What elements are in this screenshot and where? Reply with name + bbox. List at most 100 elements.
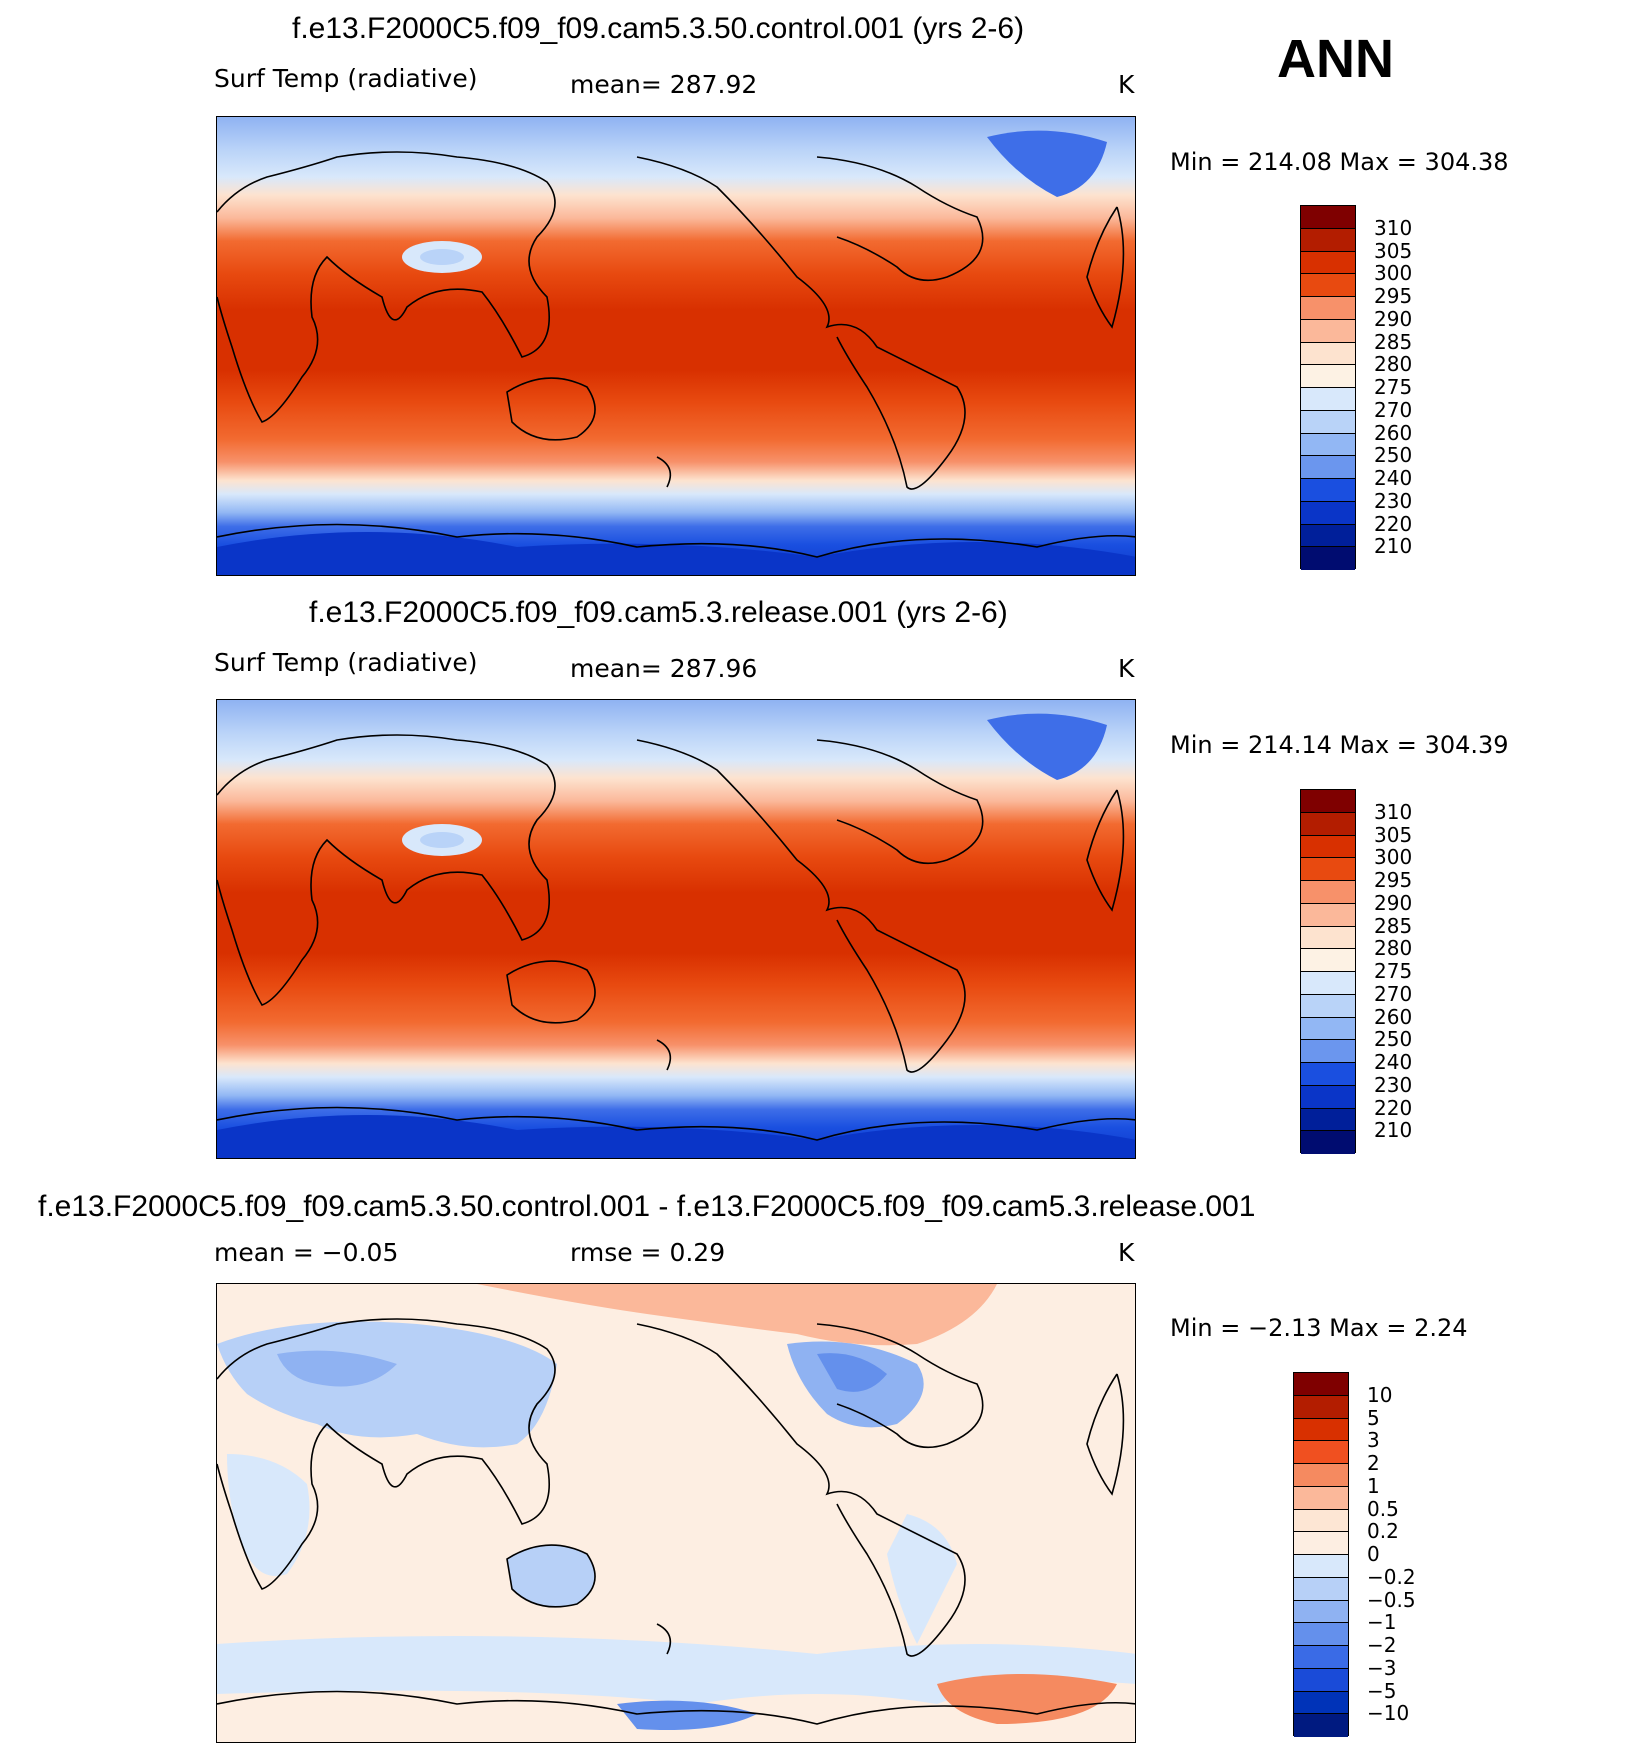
colorbar-tick-label: 260 — [1374, 1004, 1413, 1029]
colorbar-segment — [1294, 1577, 1348, 1601]
panel-2-units: K — [1118, 654, 1135, 683]
colorbar-tick-label: −1 — [1367, 1610, 1397, 1635]
panel-3-units: K — [1118, 1238, 1135, 1267]
colorbar-segment — [1294, 1532, 1348, 1555]
colorbar-tick-label: 260 — [1374, 420, 1413, 445]
panel-2-mean-label: mean= 287.96 — [570, 654, 758, 683]
colorbar-segment — [1294, 1373, 1348, 1396]
colorbar-segment — [1301, 410, 1355, 434]
colorbar-segment — [1294, 1441, 1348, 1464]
colorbar-tick-label: 0.2 — [1367, 1519, 1399, 1544]
colorbar-segment — [1294, 1486, 1348, 1510]
colorbar-tick-label: 240 — [1374, 1050, 1413, 1074]
colorbar-tick-label: 270 — [1374, 397, 1413, 422]
panel-3-mean-label: mean = −0.05 — [214, 1238, 399, 1267]
colorbar-tick-label: 310 — [1374, 799, 1413, 824]
colorbar-tick-label: 290 — [1374, 306, 1413, 331]
colorbar-tick-label: 295 — [1374, 868, 1413, 892]
colorbar-tick-label: −0.5 — [1367, 1587, 1416, 1612]
colorbar-segment — [1301, 433, 1355, 457]
colorbar-segment — [1294, 1418, 1348, 1442]
panel-1-variable-label: Surf Temp (radiative) — [214, 64, 478, 93]
colorbar-segment — [1294, 1509, 1348, 1533]
colorbar-tick-label: 220 — [1374, 511, 1413, 536]
colorbar-segment — [1301, 547, 1355, 570]
colorbar-segment — [1294, 1395, 1348, 1419]
colorbar-segment — [1301, 388, 1355, 411]
colorbar-segment — [1301, 949, 1355, 972]
colorbar-segment — [1301, 456, 1355, 479]
panel-1-title: f.e13.F2000C5.f09_f09.cam5.3.50.control.… — [292, 12, 1025, 45]
panel-3-minmax: Min = −2.13 Max = 2.24 — [1170, 1314, 1468, 1342]
colorbar-tick-label: 1 — [1367, 1473, 1380, 1498]
colorbar-tick-label: 305 — [1374, 822, 1413, 847]
colorbar-tick-label: 300 — [1374, 845, 1413, 870]
colorbar-segment — [1301, 297, 1355, 320]
colorbar-segment — [1301, 1085, 1355, 1109]
colorbar-segment — [1294, 1691, 1348, 1715]
colorbar-segment — [1301, 1131, 1355, 1154]
colorbar-segment — [1301, 994, 1355, 1018]
colorbar-segment — [1301, 206, 1355, 229]
colorbar-segment — [1301, 1063, 1355, 1086]
colorbar-segment — [1301, 251, 1355, 275]
colorbar-tick-label: 275 — [1374, 959, 1413, 983]
colorbar-segment — [1301, 926, 1355, 950]
colorbar-tick-label: 250 — [1374, 443, 1413, 468]
colorbar-tick-label: 300 — [1374, 261, 1413, 286]
colorbar-segment — [1301, 524, 1355, 548]
colorbar-tick-label: 275 — [1374, 375, 1413, 399]
colorbar-tick-label: −10 — [1367, 1701, 1410, 1726]
colorbar-segment — [1301, 365, 1355, 388]
panel-2-title: f.e13.F2000C5.f09_f09.cam5.3.release.001… — [309, 596, 1008, 629]
colorbar-segment — [1301, 972, 1355, 995]
colorbar-segment — [1301, 1040, 1355, 1063]
colorbar-tick-label: 3 — [1367, 1428, 1380, 1453]
colorbar-segment — [1301, 1017, 1355, 1041]
colorbar-segment — [1301, 274, 1355, 297]
colorbar-tick-label: −5 — [1367, 1678, 1397, 1703]
panel-2-variable-label: Surf Temp (radiative) — [214, 648, 478, 677]
colorbar-tick-label: 240 — [1374, 466, 1413, 490]
colorbar-segment — [1301, 319, 1355, 343]
colorbar-tick-label: 230 — [1374, 488, 1413, 513]
colorbar-segment — [1294, 1714, 1348, 1737]
colorbar-tick-label: 280 — [1374, 352, 1413, 377]
colorbar-segment — [1294, 1623, 1348, 1646]
panel-1-units: K — [1118, 70, 1135, 99]
colorbar-tick-label: 280 — [1374, 936, 1413, 961]
panel-3-title: f.e13.F2000C5.f09_f09.cam5.3.50.control.… — [38, 1190, 1256, 1223]
season-label: ANN — [1277, 29, 1394, 89]
colorbar-segment — [1301, 858, 1355, 881]
panel-3-colorbar — [1293, 1372, 1349, 1737]
colorbar-tick-label: 220 — [1374, 1095, 1413, 1120]
colorbar-tick-label: −0.2 — [1367, 1564, 1416, 1589]
panel-2-colorbar — [1300, 789, 1356, 1154]
colorbar-tick-label: −2 — [1367, 1633, 1397, 1657]
colorbar-tick-label: 230 — [1374, 1072, 1413, 1097]
panel-1-colorbar — [1300, 205, 1356, 570]
colorbar-tick-label: 2 — [1367, 1451, 1380, 1475]
colorbar-tick-label: 250 — [1374, 1027, 1413, 1052]
colorbar-tick-label: 5 — [1367, 1405, 1380, 1430]
colorbar-tick-label: 10 — [1367, 1382, 1393, 1407]
colorbar-segment — [1301, 1108, 1355, 1132]
colorbar-segment — [1301, 812, 1355, 836]
colorbar-tick-label: 310 — [1374, 215, 1413, 240]
colorbar-tick-label: −3 — [1367, 1655, 1397, 1680]
colorbar-tick-label: 270 — [1374, 981, 1413, 1006]
colorbar-tick-label: 210 — [1374, 1118, 1413, 1143]
colorbar-tick-label: 285 — [1374, 329, 1413, 354]
panel-1-map — [216, 116, 1136, 576]
colorbar-segment — [1301, 881, 1355, 904]
panel-1-mean-label: mean= 287.92 — [570, 70, 758, 99]
colorbar-segment — [1301, 903, 1355, 927]
panel-3-map — [216, 1283, 1136, 1743]
colorbar-segment — [1301, 835, 1355, 859]
colorbar-segment — [1301, 790, 1355, 813]
colorbar-segment — [1294, 1668, 1348, 1692]
panel-1-map-field — [217, 117, 1135, 575]
colorbar-segment — [1301, 479, 1355, 502]
colorbar-tick-label: 285 — [1374, 913, 1413, 938]
panel-2-minmax: Min = 214.14 Max = 304.39 — [1170, 731, 1509, 759]
